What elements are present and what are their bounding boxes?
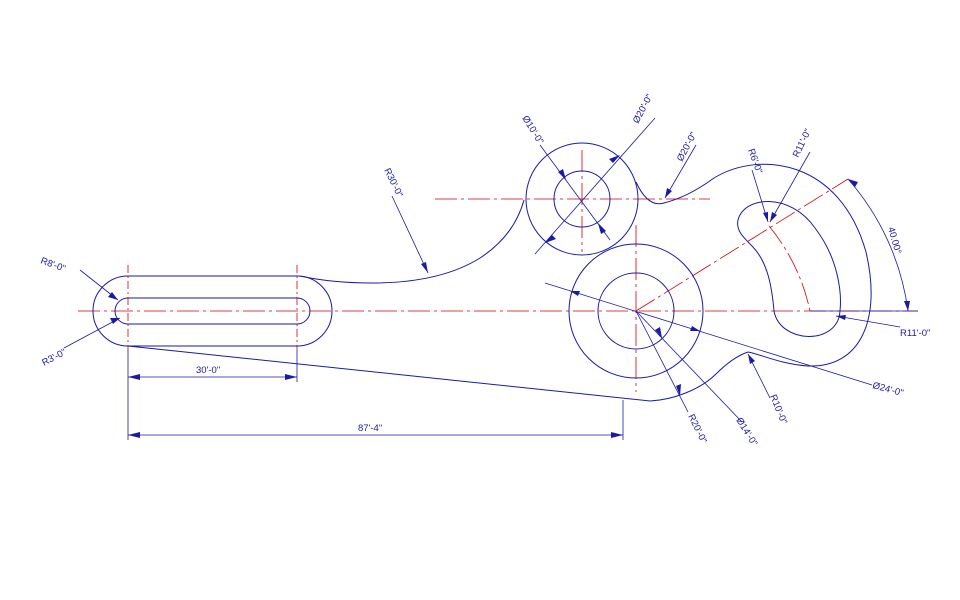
- r30-arrow: [421, 262, 428, 273]
- r30-label: R30'-0": [381, 166, 405, 199]
- r11-right-arrow: [836, 315, 846, 320]
- angled-centerline: [635, 178, 849, 312]
- d14-label: Ø14'-0": [733, 416, 759, 449]
- r3-arrow: [110, 318, 120, 324]
- arc-slot-centerline: [768, 225, 811, 312]
- left-slot-outer: [92, 275, 333, 347]
- d24-arrow-a: [570, 291, 580, 296]
- d10-label: Ø10'-0": [519, 114, 545, 147]
- d10-arrow-a: [558, 169, 566, 180]
- main-hole-circle: [597, 272, 675, 350]
- r20-label: R20'-0": [685, 412, 709, 445]
- part-outline: [92, 142, 872, 402]
- r3-label: R3'-0": [40, 347, 68, 369]
- slot-dim-arrow-left: [128, 374, 140, 380]
- top-contour-arc: [299, 199, 525, 284]
- d20b-label: Ø20'-0": [675, 130, 700, 163]
- left-slot-inner: [114, 297, 311, 325]
- angle-arrow-bottom: [904, 301, 910, 311]
- r11-top-leader: [769, 151, 811, 223]
- d20a-label: Ø20'-0": [631, 92, 656, 125]
- r11-right-label: R11'-0": [900, 328, 930, 339]
- r20-leader: [635, 310, 689, 413]
- overall-dim-arrow-left: [128, 432, 140, 438]
- r20-arrow: [676, 384, 681, 396]
- r6-label: R6'-0": [745, 147, 764, 175]
- d24-arrow-b: [690, 326, 700, 331]
- d24-leader: [544, 282, 873, 386]
- slot-dim-arrow-right: [285, 374, 297, 380]
- d20b-arrow: [665, 188, 672, 198]
- d14-arrow: [655, 327, 662, 338]
- r8-arrow: [108, 292, 118, 300]
- upper-neck-contour: [635, 177, 715, 205]
- r30-leader: [391, 195, 429, 274]
- d20a-leader: [534, 117, 656, 255]
- r3-leader: [63, 317, 121, 349]
- d20a-arrow-a: [609, 155, 620, 163]
- upper-hole-circle: [553, 170, 611, 228]
- angle-arrow-top: [848, 179, 858, 187]
- d24-label: Ø24'-0": [871, 380, 904, 399]
- r8-label: R8'-0": [39, 255, 67, 274]
- d14-leader: [635, 310, 743, 423]
- d20b-leader: [664, 144, 697, 199]
- upper-boss-circle: [525, 142, 639, 256]
- r11-top-label: R11'-0": [791, 127, 814, 159]
- bottom-edge: [127, 345, 651, 402]
- d10-arrow-b: [598, 223, 606, 234]
- overall-length-label: 87'-4": [358, 423, 382, 434]
- angle-arc: [847, 178, 909, 312]
- arc-slot: [737, 201, 841, 337]
- main-boss-circle: [568, 243, 704, 379]
- d20a-arrow-b: [545, 235, 556, 243]
- slot-length-label: 30'-0": [196, 365, 220, 376]
- r11-top-arrow: [770, 212, 777, 222]
- centerlines: [78, 150, 918, 392]
- right-lobe-outer: [713, 163, 872, 367]
- r10-label: R10'-0": [767, 393, 789, 426]
- r11-right-leader: [835, 315, 901, 328]
- r10-arrow: [748, 354, 755, 364]
- overall-dim-arrow-right: [611, 432, 623, 438]
- r6-arrow: [763, 212, 768, 222]
- lower-fillet-contour: [649, 351, 749, 402]
